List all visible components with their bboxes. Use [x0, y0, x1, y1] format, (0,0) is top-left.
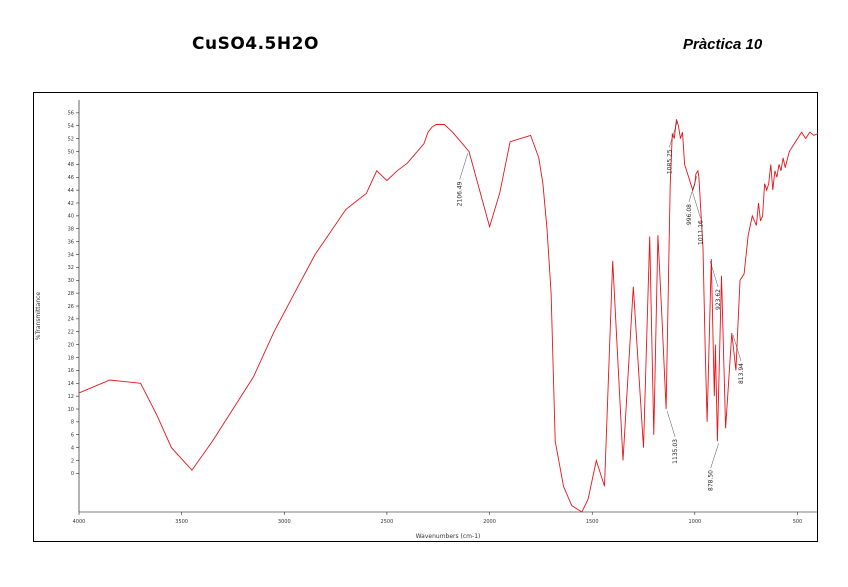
peak-leader-line [669, 121, 678, 148]
y-tick-label: 10 [68, 407, 74, 413]
y-tick-label: 34 [68, 252, 74, 258]
y-tick-label: 6 [71, 433, 74, 439]
spectrum-line [78, 119, 819, 513]
x-tick-label: 3000 [278, 519, 291, 525]
y-tick-label: 36 [68, 239, 74, 245]
y-tick-label: 32 [68, 265, 74, 271]
x-tick-label: 2000 [483, 519, 496, 525]
x-axis-label: Wavenumbers (cm-1) [416, 533, 481, 540]
peak-label: 2106.49 [457, 181, 464, 206]
peak-leader-line [732, 334, 742, 362]
x-tick-label: 1000 [688, 519, 701, 525]
y-tick-label: 18 [68, 355, 74, 361]
y-tick-label: 14 [68, 381, 74, 387]
y-tick-label: 24 [68, 317, 74, 323]
peak-leader-line [459, 153, 468, 180]
y-tick-label: 54 [68, 124, 74, 130]
y-tick-label: 56 [68, 111, 74, 117]
peak-label: 813.94 [738, 363, 745, 384]
y-tick-label: 38 [68, 227, 74, 233]
y-axis-label: %Transmittance [35, 292, 42, 341]
peak-leader-line [666, 410, 676, 438]
y-tick-label: 52 [68, 136, 74, 142]
peak-leader-line [692, 192, 701, 219]
spectrum-title: CuSO4.5H2O [192, 34, 319, 54]
y-tick-label: 2 [71, 458, 74, 464]
x-tick-label: 4000 [73, 519, 86, 525]
y-tick-label: 46 [68, 175, 74, 181]
y-tick-label: 50 [68, 149, 74, 155]
y-tick-label: 40 [68, 214, 74, 220]
peak-leader-line [710, 443, 719, 469]
x-tick-label: 1500 [586, 519, 599, 525]
y-tick-label: 16 [68, 368, 74, 374]
peak-label: 923.62 [715, 289, 722, 310]
y-tick-label: 22 [68, 330, 74, 336]
y-tick-label: 0 [71, 471, 74, 477]
peak-leader-line [709, 260, 719, 288]
x-tick-label: 500 [793, 519, 803, 525]
peak-label: 878.50 [708, 470, 715, 491]
chart-frame [33, 92, 818, 542]
x-ticks: 4000 3500 3000 2500 2000 1500 1000 500 [73, 512, 803, 525]
x-tick-label: 2500 [381, 519, 394, 525]
y-ticks: 0246810121416182022242628303234363840424… [68, 111, 79, 477]
y-tick-label: 30 [68, 278, 74, 284]
practice-label: Pràctica 10 [683, 36, 763, 53]
y-tick-label: 44 [68, 188, 74, 194]
y-tick-label: 4 [71, 445, 74, 451]
peak-leader-line [688, 175, 698, 203]
y-tick-label: 26 [68, 304, 74, 310]
y-tick-label: 28 [68, 291, 74, 297]
peak-label: 1011.16 [698, 220, 705, 245]
y-tick-label: 48 [68, 162, 74, 168]
y-tick-label: 42 [68, 201, 74, 207]
peak-label: 996.08 [686, 204, 693, 225]
x-tick-label: 3500 [175, 519, 188, 525]
y-tick-label: 8 [71, 420, 74, 426]
peak-label: 1135.03 [672, 439, 679, 464]
y-tick-label: 12 [68, 394, 74, 400]
peak-labels: 2106.49 1135.03 1085.25 1011.16 996.08 923.62… [457, 121, 745, 491]
peak-label: 1085.25 [666, 149, 673, 174]
y-tick-label: 20 [68, 342, 74, 348]
